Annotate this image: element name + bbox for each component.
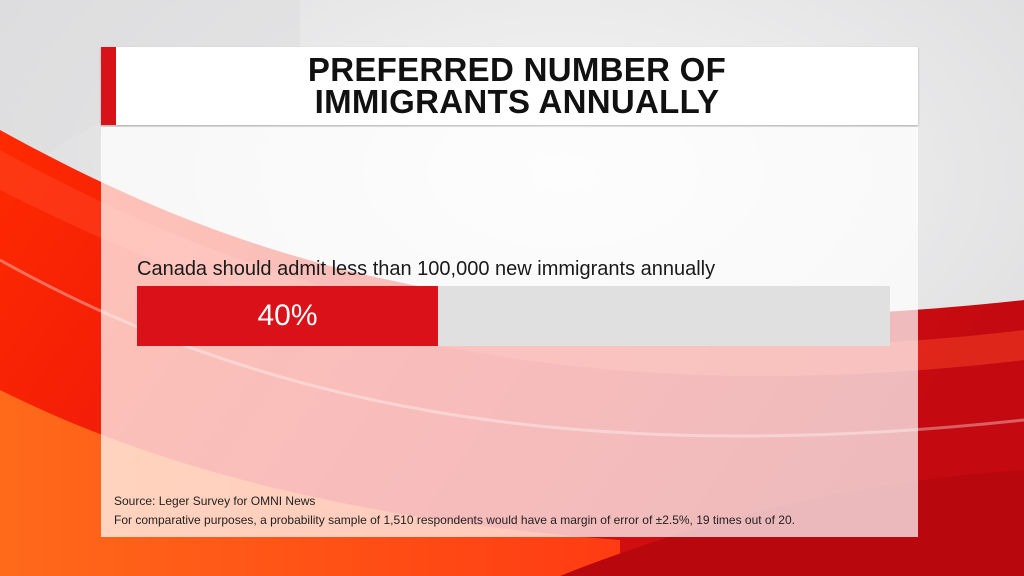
title-accent-bar <box>101 47 116 125</box>
source-note: Source: Leger Survey for OMNI News <box>114 494 316 508</box>
chart-title-line-1: PREFERRED NUMBER OF <box>307 51 727 88</box>
title-card: PREFERRED NUMBER OF IMMIGRANTS ANNUALLY <box>101 47 918 125</box>
bar-track: 40% <box>137 286 890 346</box>
margin-of-error-note: For comparative purposes, a probability … <box>114 513 795 527</box>
chart-panel: Canada should admit less than 100,000 ne… <box>101 127 918 537</box>
bar-value-label: 40% <box>257 299 318 332</box>
bar-category-label: Canada should admit less than 100,000 ne… <box>137 258 716 280</box>
chart-title: PREFERRED NUMBER OF IMMIGRANTS ANNUALLY <box>116 51 918 120</box>
chart-title-line-2: IMMIGRANTS ANNUALLY <box>314 83 720 120</box>
bar-fill <box>137 286 438 346</box>
